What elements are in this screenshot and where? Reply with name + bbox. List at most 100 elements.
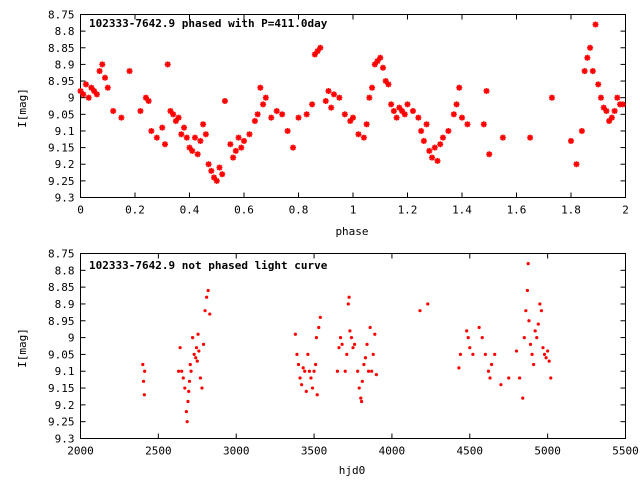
data-point	[322, 98, 329, 105]
data-point	[393, 114, 400, 121]
data-point	[488, 376, 492, 380]
y-tick-label: 9.3	[55, 192, 75, 205]
data-point	[468, 346, 472, 350]
data-point	[546, 349, 550, 353]
data-point	[619, 101, 626, 108]
data-point	[542, 352, 547, 357]
x-tick-label: 0.6	[234, 204, 254, 217]
data-point	[587, 44, 594, 51]
data-point	[118, 114, 125, 121]
data-point	[434, 157, 441, 164]
data-point	[191, 335, 195, 340]
data-point	[304, 389, 308, 394]
y-axis-label: I[mag]	[16, 328, 29, 368]
data-point	[458, 352, 463, 357]
data-point	[547, 359, 551, 363]
y-tick-label: 9.15	[48, 382, 75, 395]
data-point	[352, 342, 357, 346]
data-point	[195, 359, 199, 363]
data-point	[453, 101, 460, 108]
data-point	[293, 332, 297, 336]
x-tick-label: 2	[622, 204, 629, 217]
data-point	[477, 325, 481, 330]
data-point	[368, 325, 372, 330]
data-point	[164, 61, 171, 68]
data-point	[345, 352, 349, 357]
data-point	[300, 383, 304, 387]
plot-frame	[80, 14, 626, 198]
y-tick-label: 8.9	[55, 58, 75, 71]
data-point	[191, 134, 198, 141]
data-point	[371, 352, 375, 357]
data-point	[522, 335, 526, 340]
data-point	[480, 335, 484, 340]
data-point	[314, 335, 319, 340]
x-axis-ticks: 2000 2500 3000 3500 4000 4500 5000 5500	[67, 253, 639, 458]
data-point	[341, 111, 348, 118]
data-point	[426, 147, 433, 154]
y-tick-label: 8.85	[48, 42, 75, 55]
data-point	[568, 137, 574, 144]
y-tick-label: 9.25	[48, 416, 75, 429]
x-tick-label: 1.4	[452, 204, 472, 217]
data-point	[544, 356, 548, 360]
y-axis-ticks: 8.75 8.8 8.85 8.9 8.95 9 9.05 9.1 9.15 9.2 9.25 9.3	[48, 248, 626, 446]
data-point	[325, 88, 332, 95]
data-point	[521, 396, 525, 400]
data-point	[254, 111, 261, 118]
data-point	[415, 114, 422, 121]
data-point	[142, 393, 146, 397]
x-tick-label: 0.8	[289, 204, 309, 217]
y-tick-label: 9.15	[48, 142, 75, 155]
data-point	[374, 372, 378, 377]
data-point	[230, 154, 237, 161]
data-point	[390, 107, 397, 114]
y-tick-label: 8.95	[48, 75, 75, 88]
data-point	[208, 312, 212, 316]
data-point	[238, 144, 245, 151]
data-point	[337, 346, 341, 350]
x-tick-label: 0.2	[125, 204, 145, 217]
data-point	[216, 164, 223, 171]
data-point	[328, 104, 335, 111]
y-tick-label: 8.95	[48, 315, 75, 328]
data-point	[465, 329, 469, 333]
data-point	[126, 68, 133, 75]
data-point	[589, 68, 596, 75]
data-point	[548, 94, 555, 101]
data-point	[483, 352, 487, 357]
y-tick-label: 9.1	[55, 365, 75, 378]
x-axis-label: hjd0	[339, 464, 366, 477]
data-point	[431, 144, 438, 151]
y-tick-label: 8.9	[55, 298, 75, 311]
data-point	[486, 369, 491, 373]
data-point	[527, 134, 534, 141]
data-point	[187, 389, 191, 394]
data-point	[251, 117, 258, 124]
data-point	[499, 134, 506, 141]
data-point	[260, 101, 267, 108]
data-point	[533, 329, 537, 333]
data-point	[527, 319, 531, 323]
data-point	[194, 151, 201, 158]
data-point	[309, 376, 313, 380]
y-tick-label: 9.05	[48, 108, 75, 121]
plot-frame	[80, 253, 626, 439]
data-point	[409, 107, 416, 114]
x-tick-label: 1.8	[561, 204, 581, 217]
data-point	[363, 356, 368, 360]
data-point	[608, 114, 615, 121]
data-point	[595, 81, 602, 88]
data-point	[232, 147, 239, 154]
data-point	[194, 356, 198, 360]
data-point	[110, 107, 117, 114]
data-point	[141, 379, 146, 383]
data-point	[137, 107, 144, 114]
data-point	[200, 386, 204, 390]
data-point	[198, 376, 202, 380]
data-point	[464, 121, 471, 128]
data-points	[77, 21, 626, 184]
data-point	[279, 111, 286, 118]
data-point	[369, 84, 376, 91]
